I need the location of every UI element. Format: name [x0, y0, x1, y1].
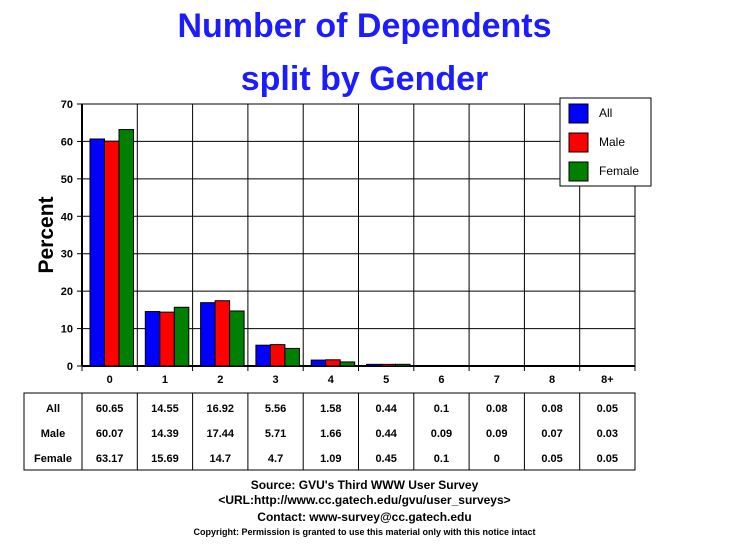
table-cell: 0.05: [597, 453, 618, 465]
y-tick-label: 40: [61, 211, 73, 223]
table-cell: 0.05: [541, 453, 562, 465]
bar-male-5: [380, 363, 396, 367]
table-cell: 14.55: [151, 403, 179, 415]
chart-title-line-2: split by Gender: [240, 60, 489, 98]
table-row-label-female: Female: [34, 453, 72, 465]
x-tick-label: 0: [107, 374, 113, 386]
bar-all-5: [366, 363, 382, 367]
table-cell: 0.09: [486, 428, 507, 440]
legend-label-all: All: [599, 106, 612, 120]
table-row-label-all: All: [46, 403, 60, 415]
table-cell: 0.03: [597, 428, 618, 440]
table-cell: 14.39: [151, 428, 179, 440]
x-tick-label: 8: [549, 374, 555, 386]
bar-male-2: [214, 300, 231, 367]
table-cell: 0.1: [434, 403, 449, 415]
table-cell: 0.07: [541, 428, 562, 440]
x-tick-label: 6: [438, 374, 444, 386]
table-cell: 1.66: [320, 428, 341, 440]
table-cell: 0.44: [375, 428, 397, 440]
bar-all-2: [200, 302, 216, 367]
x-tick-label: 5: [383, 374, 389, 386]
table-cell: 4.7: [268, 453, 283, 465]
bar-all-4: [310, 359, 327, 367]
y-tick-label: 20: [61, 286, 73, 298]
bar-female-4: [339, 361, 356, 367]
table-cell: 0.08: [486, 403, 507, 415]
bar-female-5: [395, 363, 411, 367]
table-cell: 15.69: [151, 453, 179, 465]
bar-male-1: [159, 311, 175, 367]
chart-title-line-1: Number of Dependents: [177, 7, 552, 45]
table-cell: 0.08: [541, 403, 562, 415]
table-cell: 0.05: [597, 403, 618, 415]
bar-all-0: [89, 138, 105, 367]
table-cell: 0: [494, 453, 500, 465]
table-cell: 0.09: [431, 428, 452, 440]
table-cell: 14.7: [210, 453, 231, 465]
bar-female-2: [229, 310, 245, 367]
y-tick-label: 0: [67, 361, 73, 373]
x-tick-label: 7: [494, 374, 500, 386]
table-row-label-male: Male: [41, 428, 65, 440]
bar-male-4: [325, 359, 341, 367]
table-cell: 0.44: [375, 403, 397, 415]
y-tick-label: 30: [61, 249, 73, 261]
contact-line: Contact: www-survey@cc.gatech.edu: [257, 510, 472, 524]
x-tick-label: 2: [217, 374, 223, 386]
bar-female-1: [173, 306, 190, 367]
y-axis-label: Percent: [35, 196, 58, 273]
table-cell: 60.07: [96, 428, 124, 440]
y-tick-label: 10: [61, 324, 73, 336]
bar-male-3: [269, 344, 286, 367]
bar-female-3: [284, 347, 300, 367]
y-tick-label: 60: [61, 136, 73, 148]
legend-label-female: Female: [599, 164, 639, 178]
bar-all-1: [144, 311, 161, 367]
bar-female-0: [118, 129, 134, 367]
table-cell: 1.58: [320, 403, 341, 415]
legend-label-male: Male: [599, 135, 625, 149]
x-tick-label: 3: [272, 374, 278, 386]
table-cell: 16.92: [206, 403, 234, 415]
x-tick-label: 4: [328, 374, 335, 386]
bar-all-3: [255, 344, 271, 367]
y-tick-label: 70: [61, 99, 73, 111]
source-url: <URL:http://www.cc.gatech.edu/gvu/user_s…: [218, 493, 511, 507]
table-cell: 5.71: [265, 428, 286, 440]
bar-male-0: [104, 140, 120, 367]
table-cell: 5.56: [265, 403, 286, 415]
copyright-line: Copyright: Permission is granted to use …: [193, 527, 536, 537]
legend-swatch-female: [568, 161, 589, 182]
table-cell: 0.1: [434, 453, 449, 465]
table-cell: 60.65: [96, 403, 124, 415]
table-cell: 1.09: [320, 453, 341, 465]
legend-swatch-all: [568, 103, 589, 124]
table-cell: 63.17: [96, 453, 124, 465]
source-line: Source: GVU's Third WWW User Survey: [250, 478, 479, 492]
y-tick-label: 50: [61, 174, 73, 186]
x-tick-label: 1: [162, 374, 168, 386]
legend-swatch-male: [568, 132, 589, 153]
table-cell: 17.44: [206, 428, 234, 440]
table-cell: 0.45: [375, 453, 396, 465]
x-tick-label: 8+: [601, 374, 614, 386]
